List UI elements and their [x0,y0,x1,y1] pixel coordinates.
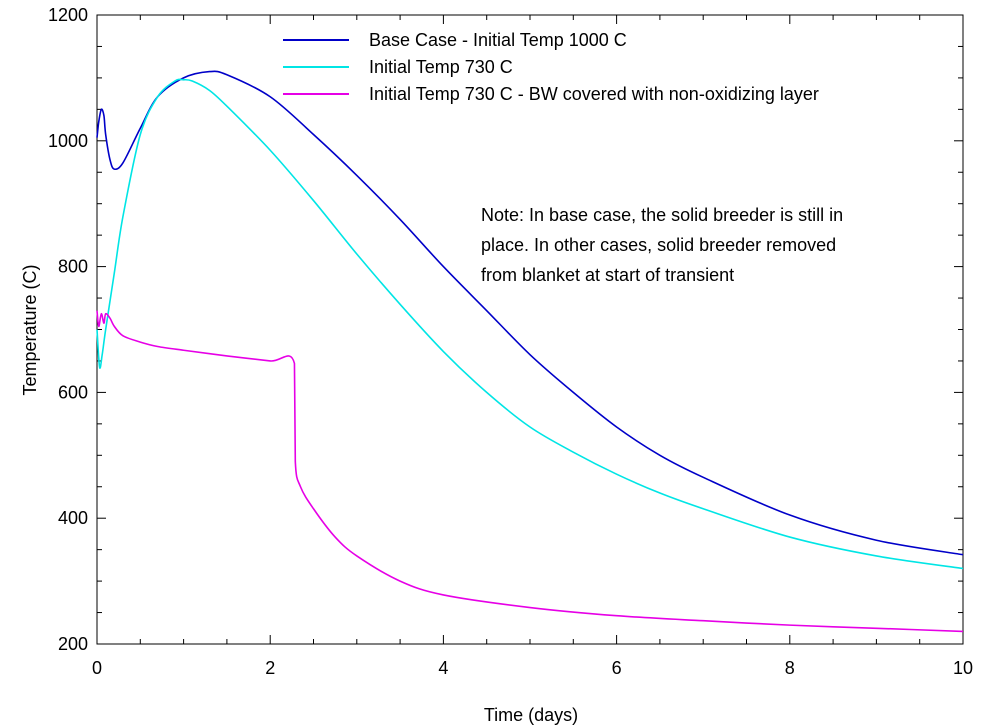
annotation-line-1: place. In other cases, solid breeder rem… [481,235,836,255]
x-tick-label: 10 [953,658,973,678]
legend-label-0: Base Case - Initial Temp 1000 C [369,30,627,50]
annotation-line-0: Note: In base case, the solid breeder is… [481,205,843,225]
x-tick-label: 2 [265,658,275,678]
legend-label-2: Initial Temp 730 C - BW covered with non… [369,84,819,104]
x-tick-label: 0 [92,658,102,678]
y-axis-label: Temperature (C) [20,264,40,395]
series-line-1 [96,78,964,570]
legend-label-1: Initial Temp 730 C [369,57,513,77]
y-tick-label: 800 [58,257,88,277]
plot-frame [96,14,964,645]
x-axis-label: Time (days) [484,705,578,725]
y-tick-label: 600 [58,382,88,402]
series-lines [96,70,964,633]
y-tick-label: 400 [58,508,88,528]
legend: Base Case - Initial Temp 1000 C Initial T… [283,30,819,104]
x-tick-label: 6 [612,658,622,678]
axes: 0 2 4 6 8 10 200 400 600 800 1000 1200 [48,5,973,678]
x-tick-label: 4 [438,658,448,678]
y-tick-label: 1200 [48,5,88,25]
x-tick-label: 8 [785,658,795,678]
annotation-line-2: from blanket at start of transient [481,265,734,285]
y-tick-label: 1000 [48,131,88,151]
series-line-0 [96,70,964,556]
series-line-2 [96,310,964,633]
y-tick-label: 200 [58,634,88,654]
